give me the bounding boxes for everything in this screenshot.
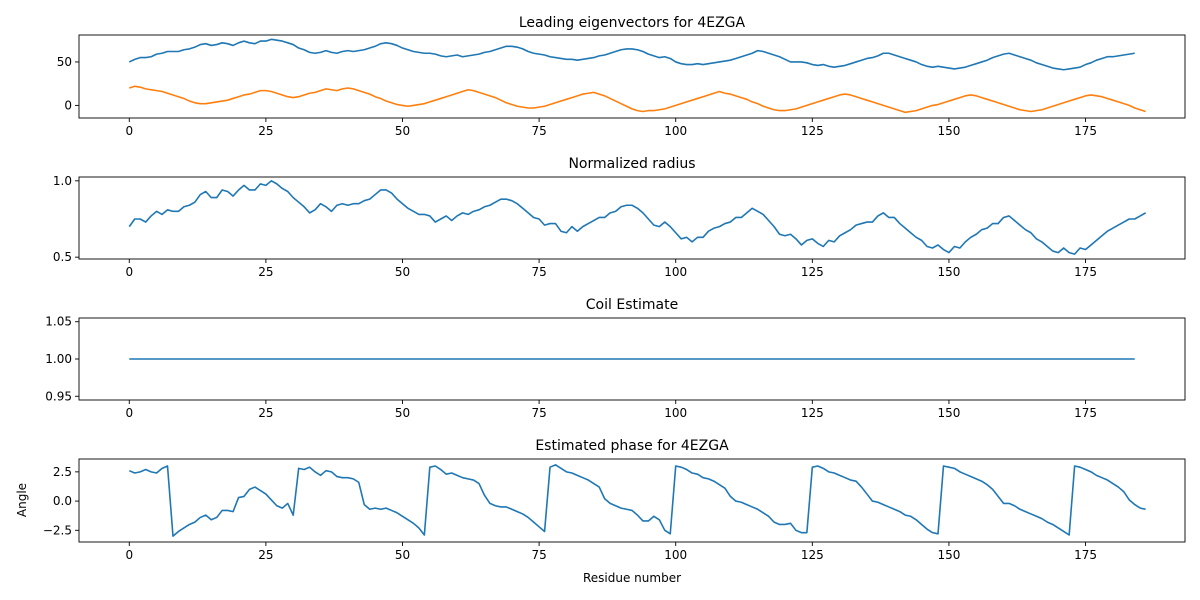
- x-tick-label: 25: [258, 548, 273, 562]
- axes-frame: [78, 458, 1186, 543]
- panel-title: Leading eigenvectors for 4EZGA: [519, 15, 746, 31]
- series-line-1: [128, 180, 1147, 255]
- series-line-1: [128, 38, 1135, 71]
- x-tick-label: 75: [531, 124, 546, 138]
- x-tick-label: 150: [937, 265, 960, 279]
- x-tick-label: 125: [801, 406, 824, 420]
- x-tick-label: 50: [395, 548, 410, 562]
- x-tick-label: 125: [801, 124, 824, 138]
- x-tick-label: 0: [125, 265, 133, 279]
- x-tick-label: 75: [531, 548, 546, 562]
- y-tick-label: 50: [57, 55, 72, 69]
- coil-panel: Coil Estimate 0 25 50 75 100 125 150 175 0.95 1.0…: [45, 297, 1186, 420]
- x-axis-label: Residue number: [583, 571, 681, 585]
- x-tick-label: 125: [801, 265, 824, 279]
- x-tick-label: 25: [258, 406, 273, 420]
- x-tick-label: 100: [664, 548, 687, 562]
- x-tick-label: 150: [937, 548, 960, 562]
- panel-title: Estimated phase for 4EZGA: [535, 438, 729, 454]
- x-tick-label: 50: [395, 124, 410, 138]
- x-tick-label: 175: [1074, 548, 1097, 562]
- y-tick-label: 1.0: [53, 174, 72, 188]
- x-tick-label: 0: [125, 124, 133, 138]
- phase-panel: Estimated phase for 4EZGA Angle 0 25 50 75 1…: [15, 438, 1186, 562]
- panel-title: Normalized radius: [568, 156, 695, 172]
- x-tick-label: 100: [664, 124, 687, 138]
- x-tick-label: 125: [801, 548, 824, 562]
- series-line-1: [128, 464, 1146, 537]
- x-tick-label: 0: [125, 406, 133, 420]
- y-tick-label: 1.00: [45, 352, 72, 366]
- x-tick-label: 50: [395, 406, 410, 420]
- radius-panel: Normalized radius 0 25 50 75 100 125 150 175 0.5…: [53, 156, 1186, 279]
- y-tick-label: 0: [64, 98, 72, 112]
- x-tick-label: 175: [1074, 124, 1097, 138]
- x-tick-label: 100: [664, 265, 687, 279]
- axes-frame: [78, 176, 1186, 260]
- y-tick-label: 0.95: [45, 389, 72, 403]
- x-tick-label: 100: [664, 406, 687, 420]
- x-tick-label: 50: [395, 265, 410, 279]
- x-tick-label: 150: [937, 124, 960, 138]
- x-tick-label: 0: [125, 548, 133, 562]
- y-tick-label: 0.0: [53, 494, 72, 508]
- x-tick-label: 75: [531, 265, 546, 279]
- y-axis-label: Angle: [15, 483, 29, 517]
- x-tick-label: 175: [1074, 406, 1097, 420]
- x-tick-label: 175: [1074, 265, 1097, 279]
- x-tick-label: 150: [937, 406, 960, 420]
- x-tick-label: 75: [531, 406, 546, 420]
- series-line-2: [129, 85, 1146, 114]
- y-tick-label: 2.5: [53, 465, 72, 479]
- y-tick-label: 1.05: [45, 315, 72, 329]
- axes-frame: [78, 34, 1186, 119]
- eigenvectors-panel: Leading eigenvectors for 4EZGA 0 25 50 75 10…: [57, 15, 1186, 138]
- y-tick-label: −2.5: [43, 523, 72, 537]
- x-tick-label: 25: [258, 124, 273, 138]
- x-tick-label: 25: [258, 265, 273, 279]
- panel-title: Coil Estimate: [586, 297, 678, 313]
- y-tick-label: 0.5: [53, 250, 72, 264]
